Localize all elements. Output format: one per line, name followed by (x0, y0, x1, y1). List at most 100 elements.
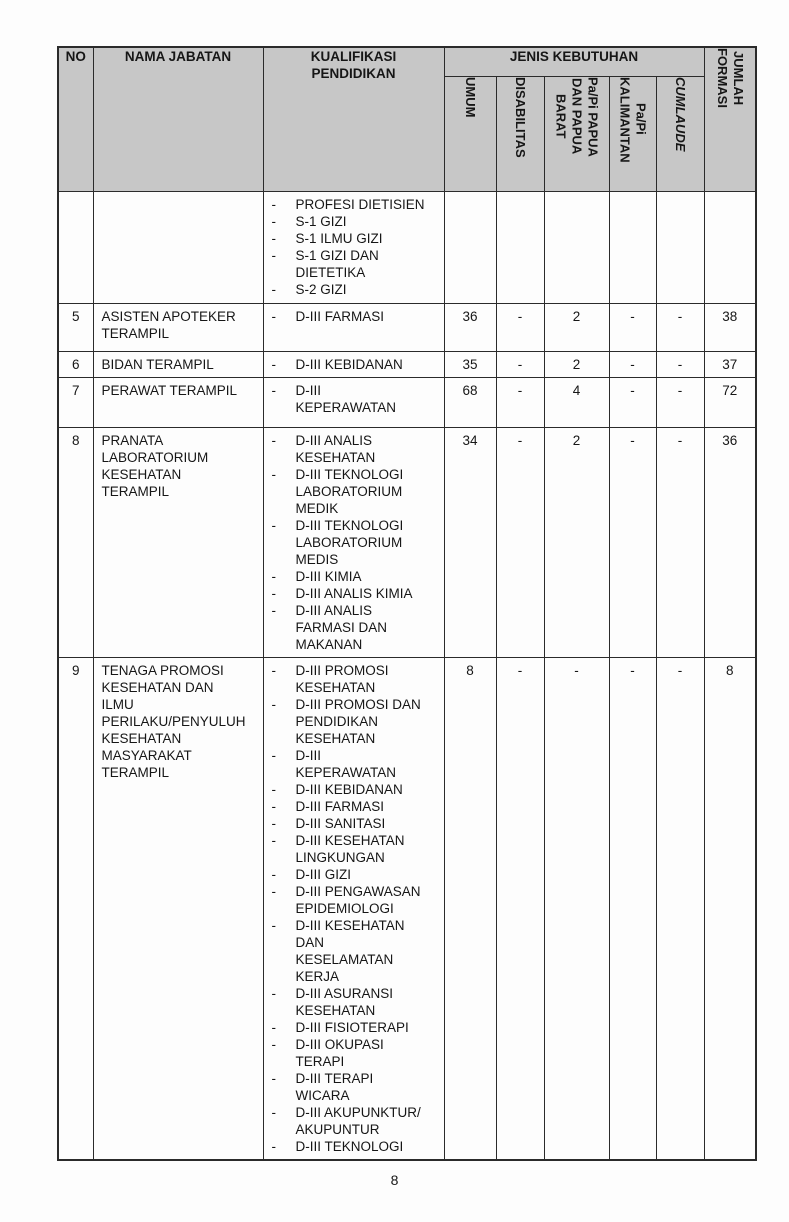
cell-umum (443, 190, 497, 304)
cell-cumlaude: - (655, 302, 705, 352)
dash-marker: - (271, 466, 277, 482)
cell-cumlaude: - (655, 376, 705, 428)
cell-papua: - (543, 656, 610, 1160)
qualification-item: - PROFESI DIETISIEN (272, 196, 440, 213)
qualification-item: - D-III TERAPI WICARA (272, 1070, 440, 1104)
cell-nama-jabatan: TENAGA PROMOSI KESEHATAN DAN ILMU PERILA… (92, 656, 264, 1160)
dash-marker: - (271, 356, 277, 372)
table-header: NO NAMA JABATAN KUALIFIKASI PENDIDIKAN J… (57, 46, 757, 192)
jumlah-formasi-label: JUMLAH FORMASI (714, 48, 746, 108)
dash-marker: - (271, 883, 277, 899)
qualification-text: D-III KEBIDANAN (295, 356, 403, 372)
cell-jumlah-formasi: 38 (703, 302, 757, 352)
dash-marker: - (271, 1138, 277, 1154)
qualification-item: - D-III KEBIDANAN (272, 356, 440, 373)
qualification-text: S-1 GIZI DAN DIETETIKA (295, 247, 379, 280)
dash-marker: - (271, 747, 277, 763)
qualification-text: D-III TEKNOLOGI LABORATORIUM MEDIS (295, 517, 404, 567)
cell-umum: 68 (443, 376, 497, 428)
cell-nama-jabatan (92, 190, 264, 304)
qualification-item: - D-III FARMASI (272, 308, 440, 325)
header-nama-jabatan: NAMA JABATAN (92, 46, 264, 192)
qualification-item: - D-III KESEHATAN DAN KESELAMATAN KERJA (272, 917, 440, 985)
qualification-item: - D-III KESEHATAN LINGKUNGAN (272, 832, 440, 866)
dash-marker: - (271, 696, 277, 712)
qualification-item: - D-III GIZI (272, 866, 440, 883)
disabilitas-label: DISABILITAS (513, 76, 528, 158)
table-row: 9 TENAGA PROMOSI KESEHATAN DAN ILMU PERIL… (57, 656, 757, 1160)
dash-marker: - (271, 1036, 277, 1052)
table-body: - PROFESI DIETISIEN - S-1 GIZI - S-1 ILMU GIZ… (57, 190, 757, 1160)
cell-cumlaude: - (655, 350, 705, 378)
qualification-item: - S-2 GIZI (272, 281, 440, 298)
table-row: 8 PRANATA LABORATORIUM KESEHATAN TERAMPIL… (57, 426, 757, 658)
cell-no: 9 (57, 656, 94, 1160)
cell-kalimantan: - (608, 376, 657, 428)
qualification-item: - D-III OKUPASI TERAPI (272, 1036, 440, 1070)
dash-marker: - (271, 781, 277, 797)
qualification-text: PROFESI DIETISIEN (295, 196, 425, 212)
qualification-text: S-1 GIZI (295, 213, 347, 229)
qualification-item: - D-III ANALIS KIMIA (272, 585, 440, 602)
qualification-text: D-III ANALIS KIMIA (295, 585, 413, 601)
cell-umum: 36 (443, 302, 497, 352)
qualification-item: - D-III PENGAWASAN EPIDEMIOLOGI (272, 883, 440, 917)
cell-cumlaude: - (655, 426, 705, 658)
cell-papua (543, 190, 610, 304)
qualification-item: - D-III PROMOSI DAN PENDIDIKAN KESEHATAN (272, 696, 440, 747)
cell-papua: 2 (543, 426, 610, 658)
table-row: - PROFESI DIETISIEN - S-1 GIZI - S-1 ILMU GIZ… (57, 190, 757, 304)
header-row-sub: UMUM DISABILITAS Pa/Pi PAPUA DAN PAPUA B… (58, 75, 756, 192)
qualification-item: - D-III KEPERAWATAN (272, 382, 440, 416)
header-jenis-kebutuhan: JENIS KEBUTUHAN (443, 46, 705, 77)
cell-nama-jabatan: ASISTEN APOTEKER TERAMPIL (92, 302, 264, 352)
qualification-text: D-III ASURANSI KESEHATAN (295, 985, 394, 1018)
cell-disabilitas (495, 190, 545, 304)
qualification-item: - S-1 ILMU GIZI (272, 230, 440, 247)
cell-no (57, 190, 94, 304)
dash-marker: - (271, 1070, 277, 1086)
qualification-text: D-III AKUPUNKTUR/ AKUPUNTUR (295, 1104, 421, 1137)
cell-umum: 8 (443, 656, 497, 1160)
cell-jumlah-formasi (703, 190, 757, 304)
umum-label: UMUM (463, 76, 478, 117)
cell-disabilitas: - (495, 656, 545, 1160)
qualification-item: - D-III KEPERAWATAN (272, 747, 440, 781)
qualification-item: - D-III SANITASI (272, 815, 440, 832)
cell-disabilitas: - (495, 302, 545, 352)
cell-cumlaude: - (655, 656, 705, 1160)
dash-marker: - (271, 432, 277, 448)
cell-disabilitas: - (495, 350, 545, 378)
dash-marker: - (271, 196, 277, 212)
cell-kalimantan (608, 190, 657, 304)
qualification-item: - D-III AKUPUNKTUR/ AKUPUNTUR (272, 1104, 440, 1138)
dash-marker: - (271, 213, 277, 229)
qualification-text: D-III KEPERAWATAN (295, 747, 397, 780)
header-kualifikasi-pendidikan: KUALIFIKASI PENDIDIKAN (262, 46, 445, 192)
qualification-item: - D-III FARMASI (272, 798, 440, 815)
qualification-item: - D-III KEBIDANAN (272, 781, 440, 798)
cell-jumlah-formasi: 72 (703, 376, 757, 428)
formation-table: NO NAMA JABATAN KUALIFIKASI PENDIDIKAN J… (57, 46, 758, 1161)
table-row: 5 ASISTEN APOTEKER TERAMPIL - D-III FARMASI… (57, 302, 757, 352)
dash-marker: - (271, 568, 277, 584)
dash-marker: - (271, 308, 277, 324)
qualification-item: - D-III TEKNOLOGI LABORATORIUM MEDIS (272, 517, 440, 568)
qualification-item: - D-III FISIOTERAPI (272, 1019, 440, 1036)
qualification-item: - D-III KIMIA (272, 568, 440, 585)
qualification-text: D-III KEBIDANAN (295, 781, 403, 797)
cell-kualifikasi: - D-III KEPERAWATAN (262, 376, 445, 428)
header-papua: Pa/Pi PAPUA DAN PAPUA BARAT (543, 75, 610, 192)
qualification-text: D-III ANALIS FARMASI DAN MAKANAN (295, 602, 388, 652)
header-disabilitas: DISABILITAS (495, 75, 545, 192)
dash-marker: - (271, 985, 277, 1001)
cumlaude-label: CUMLAUDE (673, 76, 689, 151)
qualification-text: D-III KESEHATAN LINGKUNGAN (295, 832, 405, 865)
dash-marker: - (271, 247, 277, 263)
dash-marker: - (271, 585, 277, 601)
cell-nama-jabatan: PERAWAT TERAMPIL (92, 376, 264, 428)
dash-marker: - (271, 602, 277, 618)
qualification-item: - S-1 GIZI (272, 213, 440, 230)
cell-kalimantan: - (608, 350, 657, 378)
kalimantan-label: Pa/Pi KALIMANTAN (617, 76, 649, 163)
